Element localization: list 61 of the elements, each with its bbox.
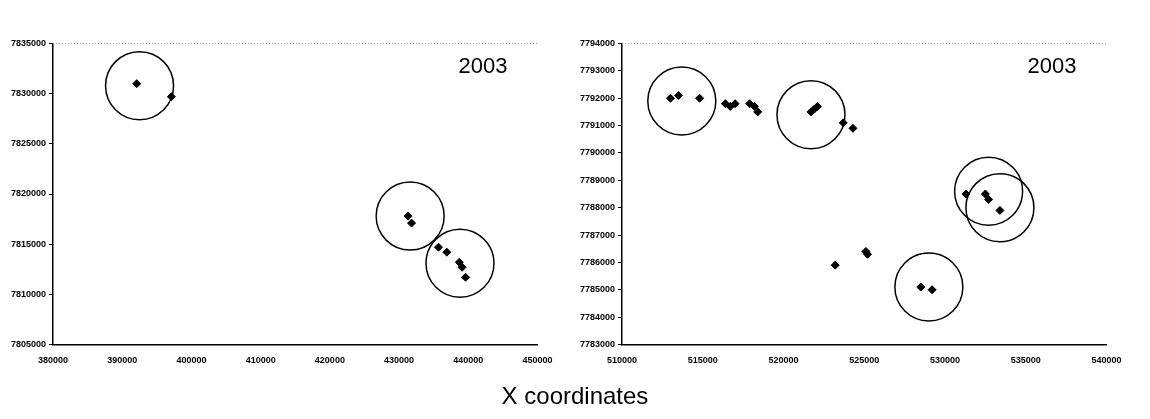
point xyxy=(916,282,926,292)
point xyxy=(457,262,467,272)
y-tick-label: 7815000 xyxy=(10,238,47,249)
point xyxy=(927,285,937,295)
y-tick-label: 7835000 xyxy=(10,37,47,48)
x-tick-label: 380000 xyxy=(38,355,69,366)
y-tick-label: 7789000 xyxy=(579,174,616,185)
x-tick-label: 540000 xyxy=(1091,355,1122,366)
x-tick-label: 510000 xyxy=(607,355,638,366)
point xyxy=(749,101,759,111)
x-tick-label: 410000 xyxy=(245,355,276,366)
point xyxy=(674,90,684,100)
annotation: 2003 xyxy=(458,52,508,78)
annotation: 2003 xyxy=(1027,52,1077,78)
y-tick-label: 7784000 xyxy=(579,311,616,322)
y-tick-label: 7793000 xyxy=(579,65,616,76)
point xyxy=(695,93,705,103)
y-tick-label: 7786000 xyxy=(579,256,616,267)
y-tick-label: 7794000 xyxy=(579,37,616,48)
x-tick-label: 390000 xyxy=(107,355,138,366)
y-tick-label: 7783000 xyxy=(579,338,616,349)
x-tick-label: 520000 xyxy=(768,355,799,366)
y-tick-label: 7820000 xyxy=(10,188,47,199)
point xyxy=(166,92,176,102)
x-tick-label: 530000 xyxy=(929,355,961,366)
x-tick-label: 535000 xyxy=(1010,355,1041,366)
point xyxy=(830,260,840,270)
y-tick-label: 7791000 xyxy=(579,120,616,131)
x-axis-title: X coordinates xyxy=(500,382,650,410)
x-tick-label: 440000 xyxy=(453,355,484,366)
y-tick-label: 7785000 xyxy=(579,284,616,295)
point xyxy=(848,123,858,133)
point xyxy=(434,242,444,252)
y-tick-label: 7825000 xyxy=(10,138,47,149)
x-tick-label: 515000 xyxy=(687,355,718,366)
point xyxy=(838,118,848,128)
x-tick-label: 450000 xyxy=(522,355,553,366)
x-tick-label: 430000 xyxy=(384,355,415,366)
y-tick-label: 7792000 xyxy=(579,92,616,103)
y-tick-label: 7790000 xyxy=(579,147,616,158)
point xyxy=(665,93,675,103)
point xyxy=(961,189,971,199)
y-tick-label: 7830000 xyxy=(10,88,47,99)
point xyxy=(461,272,471,282)
point xyxy=(995,205,1005,215)
point xyxy=(753,107,763,117)
x-tick-label: 400000 xyxy=(176,355,207,366)
point xyxy=(725,101,735,111)
x-tick-label: 525000 xyxy=(849,355,880,366)
point xyxy=(730,99,740,109)
y-tick-label: 7788000 xyxy=(579,202,616,213)
y-tick-label: 7787000 xyxy=(579,229,616,240)
point xyxy=(132,79,142,89)
point xyxy=(984,194,994,204)
point xyxy=(407,218,417,228)
point xyxy=(403,211,413,221)
point xyxy=(442,247,452,257)
point xyxy=(980,189,990,199)
y-tick-label: 7810000 xyxy=(10,288,47,299)
x-tick-label: 420000 xyxy=(314,355,345,366)
y-tick-label: 7805000 xyxy=(10,338,47,349)
